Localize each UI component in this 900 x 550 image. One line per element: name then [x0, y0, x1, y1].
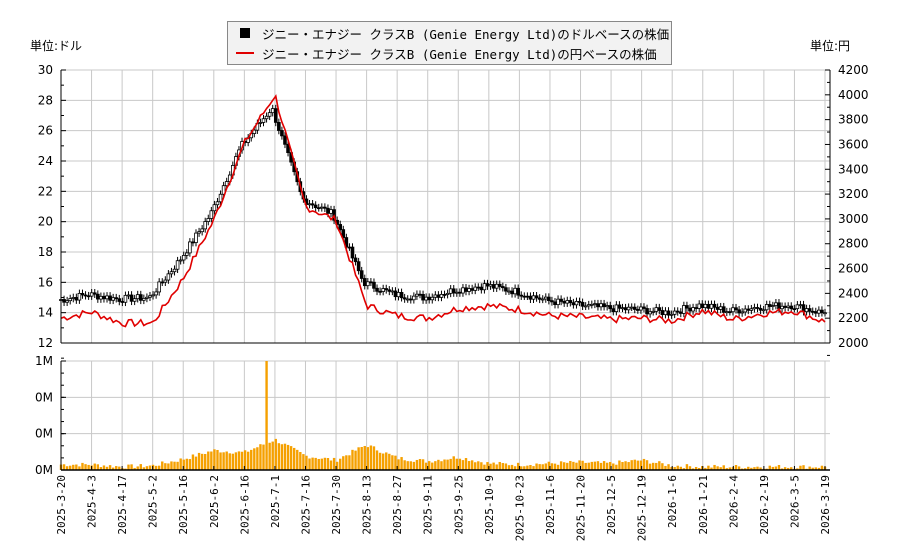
chart-legend: ジニー・エナジー クラスB (Genie Energy Ltd)のドルベースの株…: [227, 21, 672, 65]
volume-grid: [60, 360, 830, 471]
svg-text:2025-12-19: 2025-12-19: [636, 475, 649, 541]
svg-text:2025-9-11: 2025-9-11: [422, 475, 435, 535]
legend-item-jpy: ジニー・エナジー クラスB (Genie Energy Ltd)の円ベースの株価: [236, 44, 657, 62]
svg-text:2026-3-19: 2026-3-19: [819, 475, 832, 535]
svg-text:2025-8-27: 2025-8-27: [391, 475, 404, 535]
jpy-price-line: [60, 94, 826, 328]
svg-text:3400: 3400: [838, 162, 869, 176]
svg-text:0M: 0M: [35, 427, 53, 441]
svg-text:0M: 0M: [35, 463, 53, 477]
svg-text:12: 12: [38, 336, 53, 350]
svg-text:2025-4-3: 2025-4-3: [86, 475, 99, 528]
svg-text:2025-7-16: 2025-7-16: [299, 475, 312, 535]
svg-text:2026-2-4: 2026-2-4: [727, 475, 740, 528]
svg-text:2026-3-5: 2026-3-5: [788, 475, 801, 528]
svg-text:2400: 2400: [838, 286, 869, 300]
svg-text:20: 20: [38, 215, 53, 229]
svg-text:3800: 3800: [838, 113, 869, 127]
svg-text:18: 18: [38, 245, 53, 259]
svg-text:2025-4-17: 2025-4-17: [116, 475, 129, 535]
legend-item-usd: ジニー・エナジー クラスB (Genie Energy Ltd)のドルベースの株…: [236, 24, 669, 42]
svg-text:26: 26: [38, 124, 53, 138]
legend-usd-label: ジニー・エナジー クラスB (Genie Energy Ltd)のドルベースの株…: [262, 26, 670, 42]
date-axis-ticks: 2025-3-20 2025-4-3 2025-4-17 2025-5-2 2025-5…: [55, 466, 832, 541]
svg-text:2025-12-5: 2025-12-5: [605, 475, 618, 535]
svg-text:2025-11-20: 2025-11-20: [575, 475, 588, 541]
svg-text:3600: 3600: [838, 137, 869, 151]
svg-text:3000: 3000: [838, 212, 869, 226]
volume-bars: [59, 361, 827, 470]
svg-text:28: 28: [38, 93, 53, 107]
svg-text:24: 24: [38, 154, 53, 168]
svg-text:22: 22: [38, 184, 53, 198]
svg-text:2025-7-1: 2025-7-1: [269, 475, 282, 528]
right-axis-ticks: 2000 2200 2400 2600 2800 3000 3200 3400 3600 3800…: [825, 63, 869, 356]
black-square-icon: [240, 28, 250, 38]
volume-axis-ticks: 0M 0M 0M 1M: [35, 354, 66, 477]
svg-text:2025-6-16: 2025-6-16: [238, 475, 251, 535]
svg-text:30: 30: [38, 63, 53, 77]
chart-axes: [60, 70, 831, 471]
svg-text:14: 14: [38, 306, 53, 320]
svg-text:2600: 2600: [838, 262, 869, 276]
svg-text:2025-11-6: 2025-11-6: [544, 475, 557, 535]
svg-text:2025-5-16: 2025-5-16: [177, 475, 190, 535]
svg-text:2200: 2200: [838, 311, 869, 325]
svg-text:2025-9-25: 2025-9-25: [452, 475, 465, 535]
left-unit-label: 単位:ドル: [30, 38, 82, 53]
svg-text:2025-3-20: 2025-3-20: [55, 475, 68, 535]
svg-text:4200: 4200: [838, 63, 869, 77]
red-line-icon: [236, 52, 254, 54]
svg-text:3200: 3200: [838, 187, 869, 201]
svg-text:2025-10-23: 2025-10-23: [513, 475, 526, 541]
usd-candlesticks: [59, 104, 827, 319]
svg-text:2025-5-2: 2025-5-2: [147, 475, 160, 528]
svg-text:16: 16: [38, 275, 53, 289]
svg-text:2026-2-19: 2026-2-19: [758, 475, 771, 535]
svg-text:2025-6-2: 2025-6-2: [208, 475, 221, 528]
legend-jpy-label: ジニー・エナジー クラスB (Genie Energy Ltd)の円ベースの株価: [262, 46, 657, 62]
svg-text:2000: 2000: [838, 336, 869, 350]
left-axis-ticks: 12 14 16 18 20 22 24 26 28 30: [38, 63, 66, 359]
svg-text:2800: 2800: [838, 237, 869, 251]
svg-text:1M: 1M: [35, 354, 53, 368]
svg-text:2025-7-30: 2025-7-30: [330, 475, 343, 535]
right-unit-label: 単位:円: [810, 38, 850, 53]
svg-text:2026-1-6: 2026-1-6: [666, 475, 679, 528]
svg-text:2025-10-9: 2025-10-9: [483, 475, 496, 535]
svg-text:0M: 0M: [35, 390, 53, 404]
svg-text:2026-1-21: 2026-1-21: [697, 475, 710, 535]
svg-text:4000: 4000: [838, 88, 869, 102]
svg-text:2025-8-13: 2025-8-13: [361, 475, 374, 535]
